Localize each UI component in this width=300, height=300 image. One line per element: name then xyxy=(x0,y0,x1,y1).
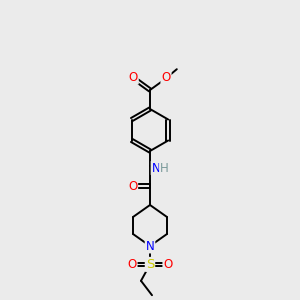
Text: S: S xyxy=(146,258,154,271)
Text: O: O xyxy=(128,179,137,193)
Text: O: O xyxy=(164,258,172,271)
Text: O: O xyxy=(161,71,171,84)
Text: N: N xyxy=(146,239,154,253)
Text: H: H xyxy=(160,161,169,175)
Text: N: N xyxy=(152,161,160,175)
Text: O: O xyxy=(129,71,138,84)
Text: O: O xyxy=(128,258,136,271)
